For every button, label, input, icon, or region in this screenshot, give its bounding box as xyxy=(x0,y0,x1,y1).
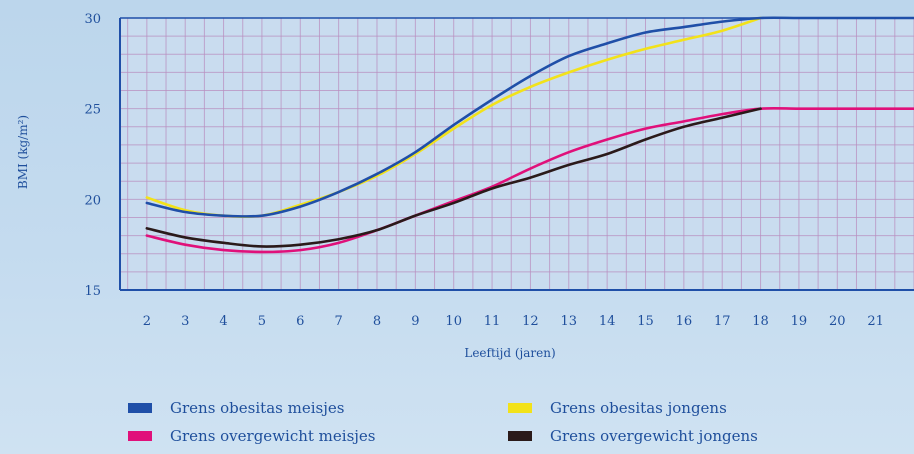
y-axis-label: BMI (kg/m²) xyxy=(16,115,30,189)
x-tick-label: 15 xyxy=(637,314,654,329)
x-tick-label: 6 xyxy=(296,314,304,329)
x-tick-label: 16 xyxy=(676,314,693,329)
x-axis-label: Leeftijd (jaren) xyxy=(464,346,555,360)
x-tick-label: 9 xyxy=(411,314,419,329)
x-tick-label: 4 xyxy=(219,314,227,329)
x-tick-label: 8 xyxy=(373,314,381,329)
x-tick-label: 17 xyxy=(714,314,731,329)
chart-grid xyxy=(120,18,914,290)
series-line-grens-overgewicht-meisjes xyxy=(145,106,914,254)
x-tick-label: 12 xyxy=(522,314,539,329)
x-tick-label: 19 xyxy=(791,314,808,329)
series-line-grens-overgewicht-jongens xyxy=(145,107,762,248)
y-tick-label: 15 xyxy=(84,284,101,299)
plot-area xyxy=(120,18,914,290)
y-tick-label: 30 xyxy=(84,12,101,27)
chart-series xyxy=(145,16,914,254)
x-tick-label: 10 xyxy=(445,314,462,329)
x-tick-label: 20 xyxy=(829,314,846,329)
x-tick-label: 13 xyxy=(561,314,578,329)
x-tick-label: 5 xyxy=(258,314,266,329)
series-line-grens-obesitas-meisjes xyxy=(145,16,914,218)
x-tick-label: 7 xyxy=(334,314,342,329)
x-tick-label: 2 xyxy=(143,314,151,329)
x-tick-label: 3 xyxy=(181,314,189,329)
x-tick-label: 11 xyxy=(484,314,501,329)
x-tick-label: 18 xyxy=(752,314,769,329)
y-tick-label: 20 xyxy=(84,193,101,208)
y-tick-label: 25 xyxy=(84,103,101,118)
x-tick-label: 14 xyxy=(599,314,616,329)
x-tick-label: 21 xyxy=(867,314,884,329)
chart-tick-labels: 15 20 25 30 2 3 4 5 6 7 8 9 10 11 12 13 14 15 16 17 18 19 20 21 xyxy=(84,12,883,329)
